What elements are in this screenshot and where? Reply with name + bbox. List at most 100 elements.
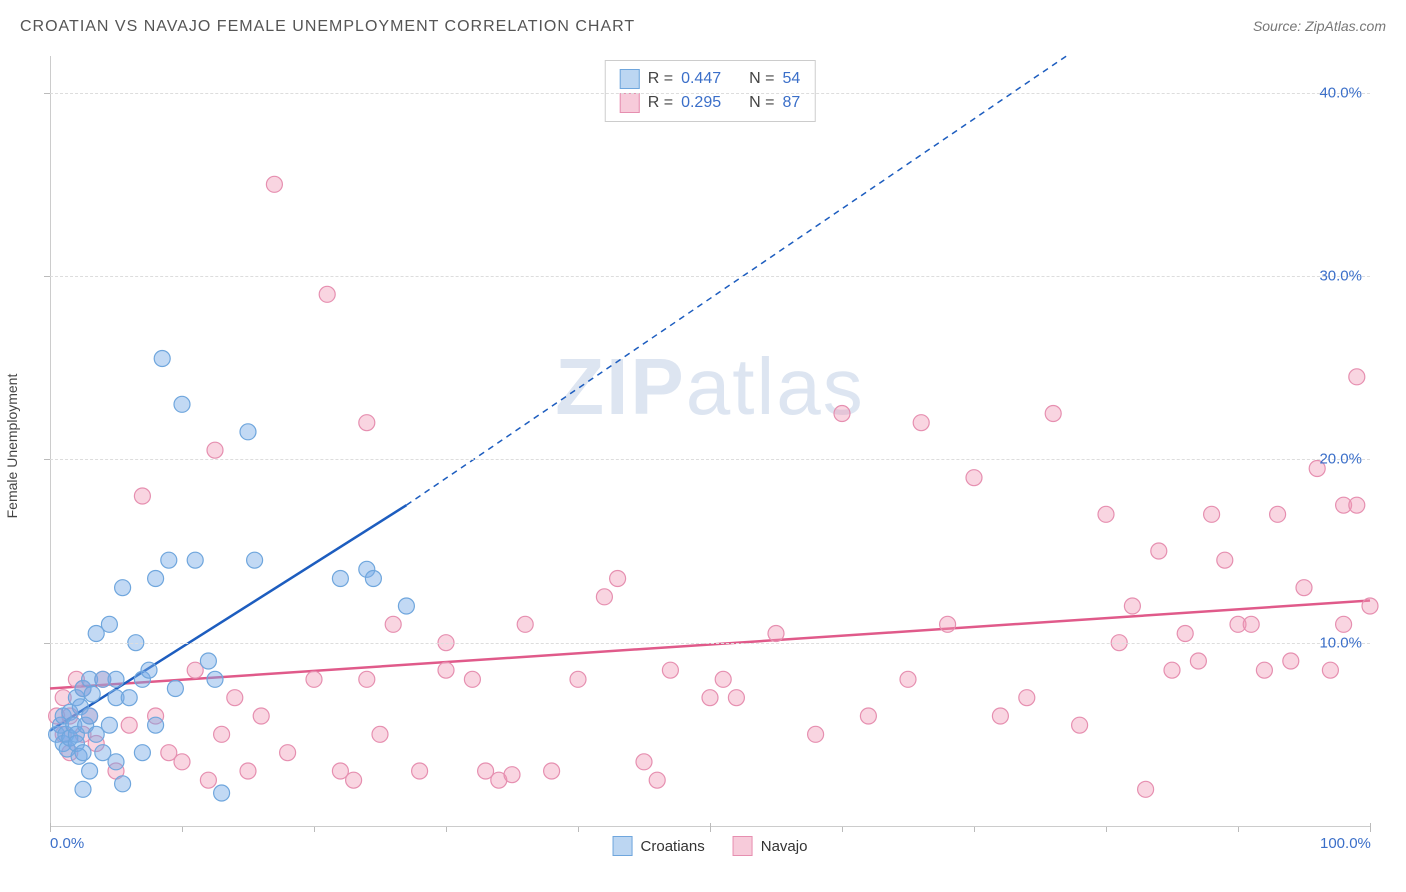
gridline-h bbox=[50, 276, 1370, 277]
source-name: ZipAtlas.com bbox=[1305, 18, 1386, 34]
data-point-navajo bbox=[1072, 717, 1088, 733]
data-point-navajo bbox=[1138, 781, 1154, 797]
gridline-h bbox=[50, 643, 1370, 644]
data-point-croatians bbox=[101, 717, 117, 733]
data-point-navajo bbox=[134, 488, 150, 504]
data-point-navajo bbox=[1270, 506, 1286, 522]
data-point-croatians bbox=[200, 653, 216, 669]
chart-area: ZIPatlas R = 0.447 N = 54 R = 0.295 N = … bbox=[50, 56, 1370, 826]
data-point-navajo bbox=[319, 286, 335, 302]
legend-item-croatians: Croatians bbox=[613, 836, 705, 856]
data-point-navajo bbox=[1256, 662, 1272, 678]
legend-item-navajo: Navajo bbox=[733, 836, 808, 856]
data-point-navajo bbox=[1151, 543, 1167, 559]
data-point-navajo bbox=[200, 772, 216, 788]
data-point-croatians bbox=[121, 690, 137, 706]
data-point-navajo bbox=[966, 470, 982, 486]
data-point-navajo bbox=[359, 671, 375, 687]
data-point-navajo bbox=[214, 726, 230, 742]
trendline-extrapolation-croatians bbox=[406, 56, 1066, 505]
data-point-croatians bbox=[115, 580, 131, 596]
r-value-navajo: 0.295 bbox=[681, 91, 721, 115]
y-tick-label: 20.0% bbox=[1319, 451, 1362, 468]
x-tick bbox=[182, 827, 183, 832]
r-value-croatians: 0.447 bbox=[681, 67, 721, 91]
x-tick-label: 100.0% bbox=[1320, 835, 1371, 852]
data-point-croatians bbox=[365, 571, 381, 587]
data-point-navajo bbox=[728, 690, 744, 706]
x-tick bbox=[578, 827, 579, 832]
data-point-navajo bbox=[1362, 598, 1378, 614]
data-point-navajo bbox=[1283, 653, 1299, 669]
data-point-navajo bbox=[649, 772, 665, 788]
data-point-croatians bbox=[247, 552, 263, 568]
source-prefix: Source: bbox=[1253, 18, 1305, 34]
data-point-croatians bbox=[101, 616, 117, 632]
data-point-croatians bbox=[148, 717, 164, 733]
data-point-navajo bbox=[1296, 580, 1312, 596]
data-point-navajo bbox=[1204, 506, 1220, 522]
correlation-legend: R = 0.447 N = 54 R = 0.295 N = 87 bbox=[605, 60, 816, 122]
data-point-navajo bbox=[860, 708, 876, 724]
data-point-navajo bbox=[1124, 598, 1140, 614]
data-point-navajo bbox=[359, 415, 375, 431]
data-point-croatians bbox=[161, 552, 177, 568]
data-point-croatians bbox=[187, 552, 203, 568]
data-point-navajo bbox=[940, 616, 956, 632]
data-point-navajo bbox=[385, 616, 401, 632]
data-point-navajo bbox=[207, 442, 223, 458]
swatch-croatians bbox=[620, 69, 640, 89]
data-point-navajo bbox=[808, 726, 824, 742]
x-tick bbox=[1106, 827, 1107, 832]
y-tick bbox=[44, 459, 50, 460]
data-point-navajo bbox=[227, 690, 243, 706]
y-tick bbox=[44, 276, 50, 277]
data-point-croatians bbox=[82, 708, 98, 724]
y-tick bbox=[44, 643, 50, 644]
y-axis-label: Female Unemployment bbox=[4, 374, 20, 519]
data-point-croatians bbox=[398, 598, 414, 614]
series-legend: Croatians Navajo bbox=[613, 836, 808, 856]
data-point-navajo bbox=[1019, 690, 1035, 706]
x-tick bbox=[842, 827, 843, 832]
data-point-navajo bbox=[1322, 662, 1338, 678]
x-tick bbox=[446, 827, 447, 832]
data-point-croatians bbox=[84, 686, 100, 702]
data-point-croatians bbox=[174, 396, 190, 412]
data-point-navajo bbox=[636, 754, 652, 770]
data-point-navajo bbox=[1217, 552, 1233, 568]
legend-label-navajo: Navajo bbox=[761, 838, 808, 855]
data-point-croatians bbox=[82, 763, 98, 779]
x-tick-label: 0.0% bbox=[50, 835, 84, 852]
y-tick-label: 40.0% bbox=[1319, 84, 1362, 101]
data-point-navajo bbox=[346, 772, 362, 788]
data-point-navajo bbox=[768, 626, 784, 642]
data-point-navajo bbox=[610, 571, 626, 587]
data-point-croatians bbox=[207, 671, 223, 687]
gridline-h bbox=[50, 459, 1370, 460]
data-point-croatians bbox=[134, 745, 150, 761]
data-point-navajo bbox=[715, 671, 731, 687]
legend-label-croatians: Croatians bbox=[641, 838, 705, 855]
data-point-navajo bbox=[1349, 369, 1365, 385]
n-prefix: N = bbox=[749, 91, 774, 115]
legend-row-navajo: R = 0.295 N = 87 bbox=[620, 91, 801, 115]
source-credit: Source: ZipAtlas.com bbox=[1253, 18, 1386, 34]
data-point-navajo bbox=[662, 662, 678, 678]
data-point-navajo bbox=[544, 763, 560, 779]
data-point-navajo bbox=[121, 717, 137, 733]
data-point-navajo bbox=[504, 767, 520, 783]
plot-svg bbox=[50, 56, 1370, 826]
data-point-croatians bbox=[141, 662, 157, 678]
data-point-navajo bbox=[992, 708, 1008, 724]
data-point-croatians bbox=[115, 776, 131, 792]
x-tick bbox=[974, 827, 975, 832]
x-tick bbox=[1370, 823, 1371, 832]
data-point-croatians bbox=[240, 424, 256, 440]
swatch-navajo-bottom bbox=[733, 836, 753, 856]
n-prefix: N = bbox=[749, 67, 774, 91]
data-point-navajo bbox=[266, 176, 282, 192]
data-point-navajo bbox=[570, 671, 586, 687]
x-tick bbox=[1238, 827, 1239, 832]
data-point-navajo bbox=[174, 754, 190, 770]
